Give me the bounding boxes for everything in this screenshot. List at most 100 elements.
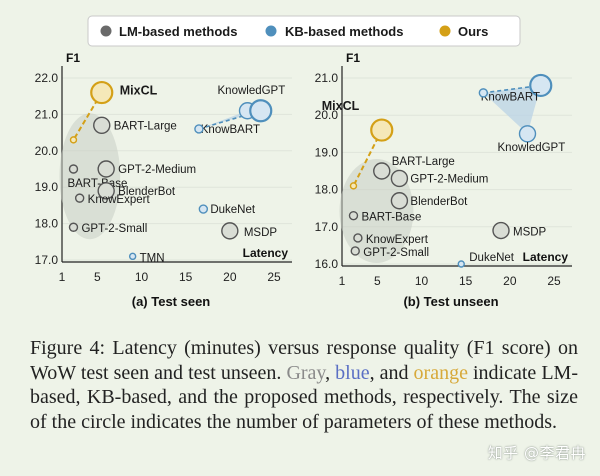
kb-dashed-line: [483, 84, 541, 94]
point-gpt-2-medium: [390, 169, 409, 188]
point-label: GPT-2-Medium: [410, 173, 488, 185]
legend-lm-marker: [100, 25, 112, 37]
legend-lm-label: LM-based methods: [119, 24, 237, 39]
point-label: MixCL: [322, 99, 360, 113]
point-label: KnowBART: [481, 91, 540, 103]
x-tick-label: 1: [59, 270, 66, 284]
point-bart-large: [93, 116, 111, 135]
point-label: MixCL: [120, 84, 158, 98]
point-bart-base: [68, 164, 79, 174]
x-axis-label: Latency: [523, 250, 569, 264]
point-label: TMN: [140, 252, 165, 264]
point-label: BART-Base: [361, 212, 421, 224]
panel-title: (b) Test unseen: [403, 294, 498, 309]
x-tick-label: 1: [339, 274, 346, 288]
point-knowbart: [249, 99, 273, 123]
point-msdp: [492, 221, 510, 240]
point-ours-small: [349, 182, 358, 190]
point-gpt-2-small: [68, 222, 79, 232]
panel-title: (a) Test seen: [132, 294, 211, 309]
point-label: BlenderBot: [410, 196, 468, 208]
x-tick-label: 20: [503, 274, 517, 288]
kb-region: [483, 85, 541, 134]
point-knowexpert: [74, 193, 85, 203]
point-label: GPT-2-Small: [363, 247, 429, 259]
legend: LM-based methods KB-based methods Ours: [87, 15, 521, 47]
point-label: DukeNet: [210, 204, 256, 216]
x-tick-label: 15: [459, 274, 473, 288]
point-bart-large: [373, 162, 391, 180]
y-tick-label: 21.0: [35, 107, 59, 121]
caption-part2: indicate LM-based, KB-based, and the pro…: [30, 361, 578, 433]
x-tick-label: 10: [135, 270, 149, 284]
watermark-text: 知乎 @李君冉: [487, 444, 586, 462]
caption-gray: Gray: [286, 361, 326, 384]
y-tick-label: 19.0: [35, 180, 59, 194]
lm-region: [59, 113, 121, 240]
legend-kb-label: KB-based methods: [285, 24, 403, 39]
caption-comma: ,: [325, 361, 336, 384]
point-blenderbot: [97, 182, 115, 200]
legend-ours-marker: [439, 25, 451, 37]
point-msdp: [221, 222, 239, 240]
point-tmn: [128, 252, 137, 261]
caption-orange: orange: [413, 361, 468, 384]
caption-and: , and: [369, 361, 414, 384]
point-label: BART-Large: [392, 156, 455, 168]
point-gpt-2-small: [350, 246, 360, 256]
legend-kb-marker: [265, 25, 277, 37]
point-dukenet: [198, 204, 209, 214]
point-label: MSDP: [244, 227, 278, 239]
y-axis-label: F1: [66, 51, 80, 65]
point-label: KnowledGPT: [218, 85, 286, 97]
point-gpt-2-medium: [97, 160, 115, 178]
caption-part1: Figure 4: Latency (minutes) versus respo…: [30, 337, 578, 384]
kb-dashed-line: [198, 109, 261, 130]
x-tick-label: 10: [415, 274, 429, 288]
y-tick-label: 17.0: [35, 253, 59, 267]
point-knowledgpt: [518, 125, 537, 143]
point-kb-small: [478, 88, 489, 98]
point-knowexpert: [353, 233, 363, 243]
y-tick-label: 20.0: [315, 108, 339, 122]
x-tick-label: 15: [179, 270, 193, 284]
x-tick-label: 25: [547, 274, 561, 288]
point-mixcl: [90, 80, 114, 105]
point-dukenet: [457, 260, 465, 268]
legend-ours-label: Ours: [458, 24, 488, 39]
point-label: GPT-2-Small: [81, 223, 147, 235]
point-mixcl: [370, 118, 394, 142]
point-label: KnowledGPT: [498, 142, 566, 154]
y-tick-label: 20.0: [35, 144, 59, 158]
point-bart-base: [348, 210, 359, 221]
point-label: GPT-2-Medium: [118, 164, 196, 176]
y-tick-label: 18.0: [315, 183, 339, 197]
point-label: KnowBART: [201, 124, 260, 136]
y-tick-label: 18.0: [35, 217, 59, 231]
point-label: BART-Large: [114, 120, 177, 132]
y-tick-label: 21.0: [315, 71, 339, 85]
point-label: KnowExpert: [88, 194, 151, 206]
figure-caption: Figure 4: Latency (minutes) versus respo…: [30, 336, 578, 434]
x-axis-label: Latency: [243, 246, 289, 260]
point-ours-small: [69, 136, 78, 144]
point-kb-small: [194, 124, 204, 134]
y-tick-label: 19.0: [315, 145, 339, 159]
caption-blue: blue: [335, 361, 370, 384]
point-label: DukeNet: [469, 252, 515, 264]
y-axis-label: F1: [346, 51, 360, 65]
x-tick-label: 20: [223, 270, 237, 284]
point-blenderbot: [390, 192, 409, 210]
point-label: BlenderBot: [118, 186, 176, 198]
x-tick-label: 5: [374, 274, 381, 288]
y-tick-label: 17.0: [315, 220, 339, 234]
point-label: MSDP: [513, 227, 547, 239]
x-tick-label: 5: [94, 270, 101, 284]
x-tick-label: 25: [267, 270, 281, 284]
point-label: KnowExpert: [366, 234, 429, 246]
y-tick-label: 16.0: [315, 257, 339, 271]
y-tick-label: 22.0: [35, 71, 59, 85]
